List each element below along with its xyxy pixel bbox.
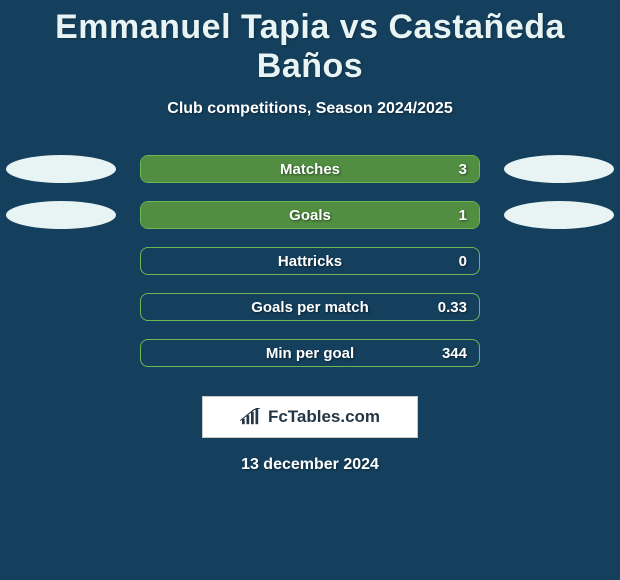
infographic-container: Emmanuel Tapia vs Castañeda Baños Club c…: [0, 0, 620, 580]
stat-value: 1: [459, 207, 467, 224]
stat-bar: Min per goal 344: [140, 339, 480, 367]
stat-label: Goals per match: [251, 299, 369, 316]
stat-label: Min per goal: [266, 345, 354, 362]
stat-label: Hattricks: [278, 253, 342, 270]
stats-area: Matches 3 Goals 1 Hattricks 0 Goals per match 0…: [0, 146, 620, 376]
logo-box: FcTables.com: [202, 396, 418, 438]
stat-row: Hattricks 0: [0, 238, 620, 284]
stat-bar: Goals per match 0.33: [140, 293, 480, 321]
logo-text: FcTables.com: [268, 407, 380, 427]
stat-value: 3: [459, 161, 467, 178]
stat-label: Matches: [280, 161, 340, 178]
stat-row: Matches 3: [0, 146, 620, 192]
stat-row: Goals 1: [0, 192, 620, 238]
stat-value: 0: [459, 253, 467, 270]
stat-row: Min per goal 344: [0, 330, 620, 376]
page-title: Emmanuel Tapia vs Castañeda Baños: [0, 0, 620, 86]
stat-bar: Hattricks 0: [140, 247, 480, 275]
stat-bar: Matches 3: [140, 155, 480, 183]
stat-label: Goals: [289, 207, 331, 224]
chart-icon: [240, 408, 262, 426]
stat-value: 344: [442, 345, 467, 362]
stat-row: Goals per match 0.33: [0, 284, 620, 330]
date-text: 13 december 2024: [0, 456, 620, 474]
right-ellipse: [504, 155, 614, 183]
left-ellipse: [6, 155, 116, 183]
subtitle: Club competitions, Season 2024/2025: [0, 100, 620, 118]
right-ellipse: [504, 201, 614, 229]
left-ellipse: [6, 201, 116, 229]
stat-bar: Goals 1: [140, 201, 480, 229]
stat-value: 0.33: [438, 299, 467, 316]
